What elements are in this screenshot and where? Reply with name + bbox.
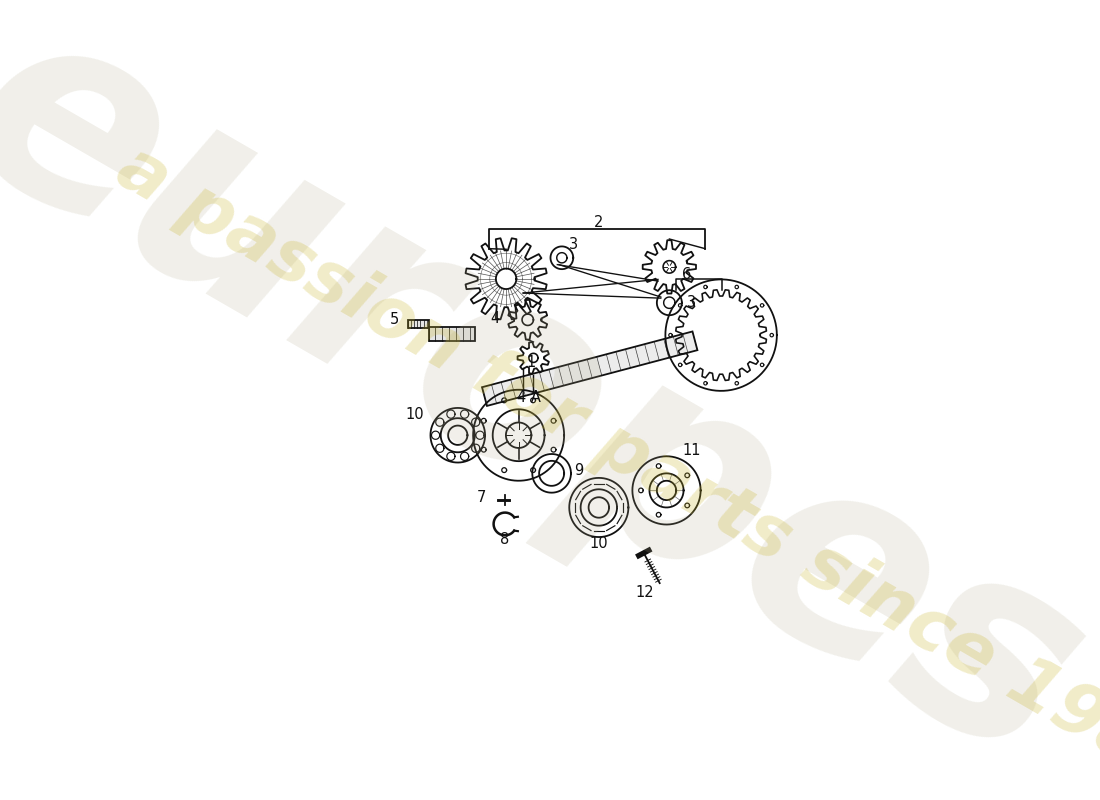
Polygon shape — [429, 327, 475, 341]
Text: 6: 6 — [682, 266, 692, 282]
Text: 1: 1 — [527, 355, 536, 370]
Text: 8: 8 — [500, 532, 509, 547]
Text: 4 A: 4 A — [517, 390, 541, 405]
Text: 10: 10 — [590, 536, 608, 551]
Text: a passion for parts since 1985: a passion for parts since 1985 — [104, 134, 1100, 800]
Text: 2: 2 — [594, 215, 604, 230]
Text: 4: 4 — [490, 310, 499, 326]
Text: 12: 12 — [635, 586, 653, 600]
Text: 5: 5 — [389, 312, 399, 327]
Polygon shape — [482, 331, 697, 406]
Polygon shape — [408, 320, 429, 328]
Text: 11: 11 — [682, 443, 701, 458]
Text: 3: 3 — [688, 295, 696, 310]
Text: 7: 7 — [476, 490, 486, 505]
Text: 3: 3 — [569, 237, 578, 252]
Text: 10: 10 — [405, 407, 424, 422]
Text: 9: 9 — [574, 463, 584, 478]
